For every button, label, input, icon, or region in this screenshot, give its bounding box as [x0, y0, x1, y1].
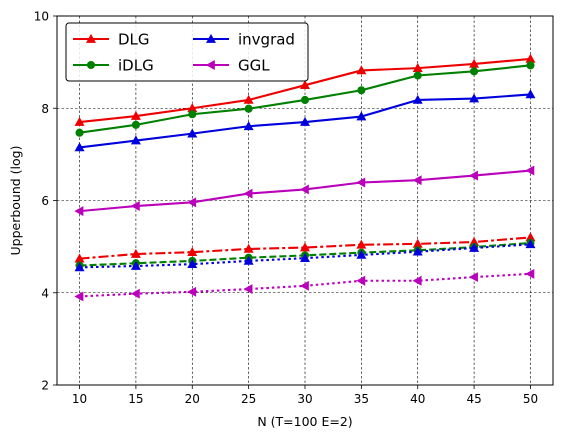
- data-point: [188, 110, 197, 119]
- y-tick-label: 2: [41, 379, 49, 393]
- series-8: [74, 268, 535, 302]
- data-point: [356, 111, 367, 121]
- data-point: [356, 275, 366, 286]
- series-line: [79, 236, 531, 260]
- axis-ticks: 10 15 20 25 30 35 40 45 50 2 4 6 8 10: [34, 10, 538, 407]
- legend-label: iDLG: [118, 57, 154, 75]
- legend-marker: [86, 33, 96, 43]
- data-point: [243, 94, 254, 104]
- x-tick-label: 35: [354, 392, 369, 406]
- series-4: [74, 165, 535, 217]
- data-point: [300, 242, 310, 252]
- series-1: [74, 53, 536, 126]
- data-point: [187, 286, 197, 297]
- data-point: [74, 142, 85, 152]
- y-tick-label: 10: [34, 10, 49, 24]
- y-axis-label: Upperbound (log): [8, 146, 23, 256]
- data-point: [412, 238, 423, 248]
- y-tick-label: 8: [41, 102, 49, 116]
- data-point: [243, 284, 253, 295]
- data-point: [300, 80, 310, 90]
- series-3: [74, 89, 536, 152]
- legend-entry: iDLG: [73, 57, 154, 75]
- x-tick-label: 30: [297, 392, 312, 406]
- series-7: [74, 239, 536, 272]
- data-point: [131, 120, 140, 129]
- data-point: [356, 249, 367, 259]
- data-point: [130, 135, 141, 145]
- x-tick-label: 15: [128, 392, 143, 406]
- data-point: [130, 201, 140, 212]
- data-point: [412, 94, 423, 104]
- legend-label: DLG: [118, 31, 150, 49]
- data-point: [469, 242, 480, 252]
- legend-box: [65, 22, 309, 82]
- data-point: [243, 188, 253, 199]
- data-point: [300, 116, 310, 126]
- data-point: [356, 239, 367, 249]
- x-tick-label: 10: [72, 392, 87, 406]
- y-tick-label: 4: [41, 286, 49, 300]
- data-point: [526, 61, 535, 70]
- data-point: [299, 184, 309, 195]
- data-point: [130, 288, 140, 299]
- legend-entry: GGL: [193, 57, 270, 75]
- x-tick-label: 20: [185, 392, 200, 406]
- data-point: [75, 128, 84, 137]
- legend-entry: DLG: [73, 31, 150, 49]
- x-tick-label: 25: [241, 392, 256, 406]
- data-point: [356, 65, 367, 75]
- data-point: [357, 86, 366, 95]
- data-point: [300, 95, 310, 105]
- data-point: [243, 243, 254, 253]
- data-point: [469, 93, 480, 103]
- x-tick-label: 45: [466, 392, 481, 406]
- data-point: [187, 197, 197, 208]
- data-point: [525, 268, 535, 279]
- data-point: [74, 291, 84, 302]
- legend-marker: [206, 33, 216, 43]
- y-tick-label: 6: [41, 194, 49, 208]
- series-2: [75, 61, 535, 137]
- data-point: [412, 246, 423, 256]
- data-point: [74, 262, 85, 272]
- data-point: [470, 67, 479, 76]
- x-tick-label: 50: [523, 392, 538, 406]
- data-point: [525, 89, 536, 99]
- data-point: [130, 260, 141, 270]
- data-point: [356, 177, 366, 188]
- data-point: [243, 121, 254, 131]
- data-point: [130, 110, 141, 120]
- data-point: [468, 272, 478, 283]
- data-point: [243, 255, 254, 265]
- data-point: [413, 71, 422, 80]
- data-point: [412, 175, 422, 186]
- data-point: [468, 170, 478, 181]
- legend: DLG iDLG invgrad GGL: [65, 22, 309, 82]
- legend-entry: invgrad: [193, 31, 295, 49]
- data-point: [412, 275, 422, 286]
- data-point: [525, 239, 536, 249]
- legend-label: GGL: [238, 57, 270, 75]
- data-point: [187, 128, 198, 138]
- data-point: [74, 116, 85, 126]
- x-axis-label: N (T=100 E=2): [257, 414, 352, 429]
- data-point: [300, 253, 310, 262]
- series-layer: [74, 53, 536, 302]
- data-point: [525, 165, 535, 176]
- data-point: [74, 206, 84, 217]
- data-point: [187, 259, 198, 268]
- x-tick-label: 40: [410, 392, 425, 406]
- legend-marker: [205, 60, 215, 70]
- data-point: [130, 248, 141, 258]
- data-point: [299, 280, 309, 291]
- data-point: [244, 104, 253, 113]
- legend-label: invgrad: [238, 31, 295, 49]
- data-point: [187, 247, 198, 257]
- legend-marker: [86, 60, 96, 70]
